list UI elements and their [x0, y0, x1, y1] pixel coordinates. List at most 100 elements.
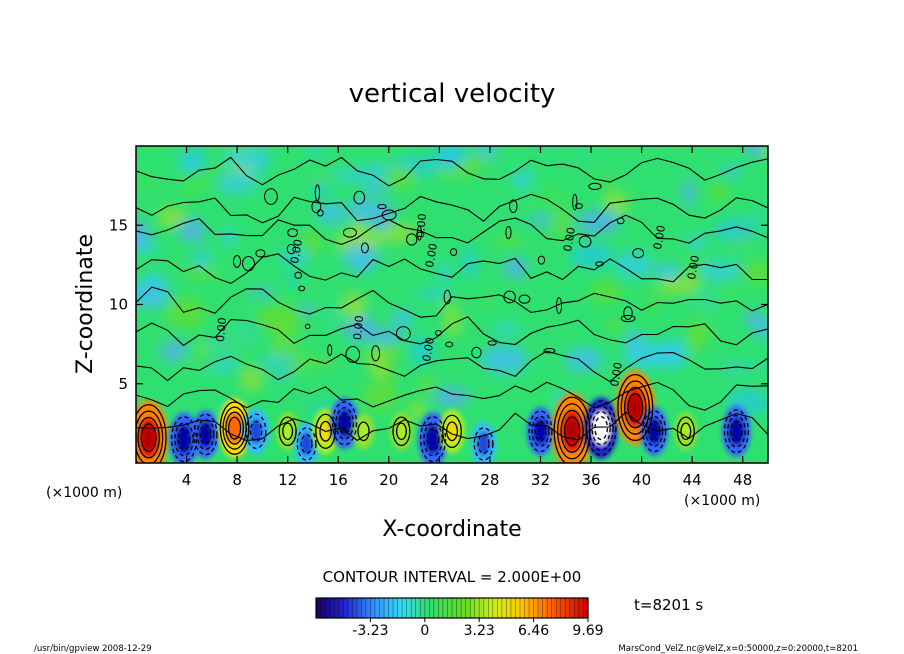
small-contour — [371, 345, 381, 362]
texture-blob — [527, 215, 553, 226]
small-contour — [623, 306, 633, 320]
contour-ring — [199, 424, 212, 445]
contour-label-5: 0.00 — [414, 213, 429, 239]
contour-ring — [477, 434, 490, 454]
small-contour — [345, 345, 361, 363]
texture-blob — [343, 315, 377, 342]
contour-ring — [617, 373, 654, 442]
texture-blob — [529, 187, 571, 213]
small-contour — [311, 200, 322, 214]
zero-contour — [136, 214, 768, 245]
contour-ring — [170, 416, 198, 463]
small-contour — [377, 203, 387, 210]
contour-ring — [338, 412, 351, 435]
x-tick-label-4: 20 — [379, 471, 398, 489]
texture-blob — [178, 218, 206, 243]
x-axis-label: X-coordinate — [382, 517, 521, 542]
contour-label-3: 0.00 — [420, 336, 437, 362]
small-contour — [445, 341, 454, 348]
texture-blob — [461, 247, 478, 278]
texture-blob — [433, 387, 470, 407]
texture-blob — [164, 297, 207, 329]
texture-blob — [651, 263, 680, 279]
x-tick-label-11: 48 — [733, 471, 752, 489]
texture-blob — [156, 206, 187, 228]
cell-14 — [526, 406, 555, 456]
texture-blob — [463, 154, 492, 167]
texture-blob — [614, 251, 652, 278]
texture-blob — [302, 228, 323, 255]
texture-blob — [311, 181, 330, 197]
zero-contour — [136, 411, 768, 442]
contour-label-4: 0.00 — [423, 242, 440, 268]
texture-blob — [760, 146, 768, 157]
texture-blob — [686, 319, 712, 346]
small-contour — [232, 255, 242, 268]
contour-label-0: 0.00 — [214, 317, 229, 343]
small-contour — [304, 323, 311, 330]
contour-ring — [445, 421, 459, 442]
texture-blob — [743, 311, 765, 326]
contour-ring — [319, 420, 332, 442]
contour-ring — [136, 404, 167, 463]
small-contour — [471, 346, 482, 359]
texture-blob — [235, 319, 259, 347]
contour-ring — [245, 413, 267, 449]
small-contour — [620, 314, 636, 323]
texture-blob — [656, 276, 698, 295]
texture-blob — [604, 191, 629, 217]
x-unit-right: (×1000 m) — [684, 493, 760, 509]
colorbar-ticks: -3.23 0 3.23 6.46 9.69 — [352, 618, 604, 639]
x-tick-label-8: 36 — [581, 471, 600, 489]
contour-ring — [620, 380, 650, 435]
small-contour — [574, 203, 583, 209]
zero-contour — [136, 253, 768, 285]
cell-18 — [640, 406, 669, 456]
contour-ring — [137, 416, 160, 459]
contour-label-6: 0.00 — [561, 226, 578, 252]
texture-blob — [419, 375, 435, 396]
small-contour — [595, 261, 604, 267]
texture-blob — [682, 178, 695, 207]
texture-blob — [723, 360, 768, 374]
texture-blob — [607, 320, 625, 334]
texture-blob — [551, 207, 570, 240]
small-contour — [537, 255, 546, 265]
texture-blob — [191, 274, 219, 283]
texture-blob — [392, 309, 414, 328]
small-contour — [294, 271, 303, 279]
texture-blob — [192, 249, 213, 267]
x-tick-label-0: 4 — [182, 471, 192, 489]
zero-contour — [136, 381, 768, 411]
zero-contour — [136, 286, 768, 318]
colorbar-frame — [315, 597, 589, 619]
texture-blob — [259, 355, 297, 369]
small-contour — [298, 285, 306, 292]
contour-ring — [296, 427, 317, 461]
contour-ring — [331, 401, 358, 446]
contour-ring — [594, 416, 608, 441]
contour-ring — [423, 422, 443, 457]
texture-blob — [747, 146, 763, 160]
small-contour — [572, 193, 578, 211]
small-contour — [632, 248, 645, 259]
contour-ring — [723, 409, 749, 454]
small-contour — [505, 225, 512, 240]
colorbar-tick-label-4: 9.69 — [572, 623, 603, 639]
x-axis: 4 8 12 16 20 24 28 32 36 40 44 48 — [182, 146, 752, 489]
small-contour — [487, 340, 497, 346]
small-contour — [406, 233, 418, 246]
zero-contour — [136, 316, 768, 347]
texture-blob — [444, 306, 462, 337]
y-tick-label-0: 5 — [118, 375, 128, 393]
contour-ring — [278, 416, 297, 447]
small-contour — [555, 297, 563, 314]
colorbar-tick-label-0: -3.23 — [352, 623, 388, 639]
x-tick-label-5: 24 — [430, 471, 449, 489]
small-contour — [327, 344, 333, 357]
zero-contour — [136, 193, 768, 224]
y-axis-label: Z-coordinate — [73, 234, 98, 374]
texture-blob — [362, 180, 388, 195]
texture-blob — [136, 171, 158, 193]
contour-label-1: 0.00 — [288, 238, 305, 264]
